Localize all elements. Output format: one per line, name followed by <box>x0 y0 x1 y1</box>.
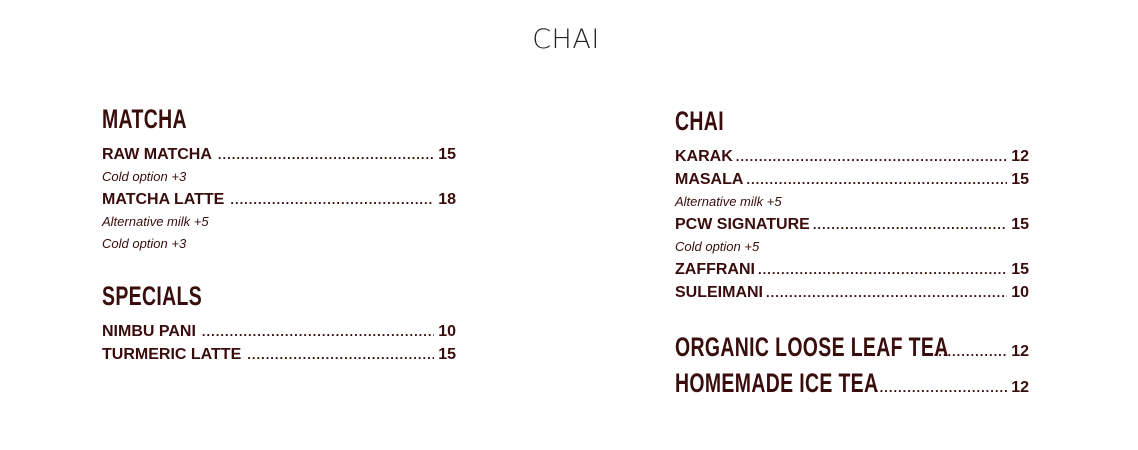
item-name: MASALA <box>675 171 744 188</box>
item-note: Alternative milk +5 <box>102 214 209 229</box>
menu-item: TURMERIC LATTE 15 <box>102 343 456 366</box>
leader-dots <box>230 188 434 211</box>
leader-dots <box>813 213 1007 236</box>
item-price: 12 <box>1011 343 1029 360</box>
item-note: Cold option +5 <box>675 239 760 254</box>
menu-item: ZAFFRANI 15 <box>675 258 1029 281</box>
item-note: Cold option +3 <box>102 169 187 184</box>
item-price: 10 <box>438 323 456 340</box>
item-name: TURMERIC LATTE <box>102 346 242 363</box>
item-name: KARAK <box>675 148 733 165</box>
menu-item-large: HOMEMADE ICE TEA 12 <box>675 368 1029 404</box>
menu-item: MASALA 15 <box>675 168 1029 191</box>
item-price: 15 <box>438 346 456 363</box>
item-price: 12 <box>1011 148 1029 165</box>
menu-item: KARAK 12 <box>675 145 1029 168</box>
item-price: 10 <box>1011 284 1029 301</box>
item-price: 15 <box>1011 171 1029 188</box>
section-heading-specials: SPECIALS <box>102 281 203 311</box>
section-heading-chai: CHAI <box>675 106 724 136</box>
item-price: 15 <box>438 146 456 163</box>
leader-dots <box>875 380 1007 395</box>
item-name: ZAFFRANI <box>675 261 755 278</box>
menu-item: RAW MATCHA 15 <box>102 143 456 166</box>
leader-dots <box>202 320 434 343</box>
item-price: 15 <box>1011 216 1029 233</box>
leader-dots <box>766 281 1007 304</box>
item-name: PCW SIGNATURE <box>675 216 810 233</box>
menu-item: MATCHA LATTE 18 <box>102 188 456 211</box>
menu-item: NIMBU PANI 10 <box>102 320 456 343</box>
item-price: 18 <box>438 191 456 208</box>
menu-column-right: CHAI KARAK 12 MASALA 15 Alternative milk +… <box>675 106 1029 404</box>
menu-column-left: MATCHA RAW MATCHA 15 Cold option +3 MATCH… <box>102 104 456 366</box>
menu-item: SULEIMANI 10 <box>675 281 1029 304</box>
leader-dots <box>746 168 1007 191</box>
item-name: MATCHA LATTE <box>102 191 225 208</box>
leader-dots <box>218 143 434 166</box>
leader-dots <box>736 145 1007 168</box>
item-name: HOMEMADE ICE TEA <box>675 368 879 398</box>
item-name: SULEIMANI <box>675 284 763 301</box>
leader-dots <box>247 343 434 366</box>
menu-item-large: ORGANIC LOOSE LEAF TEA 12 <box>675 332 1029 368</box>
item-price: 15 <box>1011 261 1029 278</box>
item-note: Alternative milk +5 <box>675 194 782 209</box>
item-name: ORGANIC LOOSE LEAF TEA <box>675 332 949 362</box>
item-note: Cold option +3 <box>102 236 187 251</box>
menu-item: PCW SIGNATURE 15 <box>675 213 1029 236</box>
item-name: NIMBU PANI <box>102 323 196 340</box>
item-name: RAW MATCHA <box>102 146 212 163</box>
page-title: CHAI <box>532 24 600 55</box>
item-price: 12 <box>1011 379 1029 396</box>
section-heading-matcha: MATCHA <box>102 104 187 134</box>
leader-dots <box>758 258 1007 281</box>
